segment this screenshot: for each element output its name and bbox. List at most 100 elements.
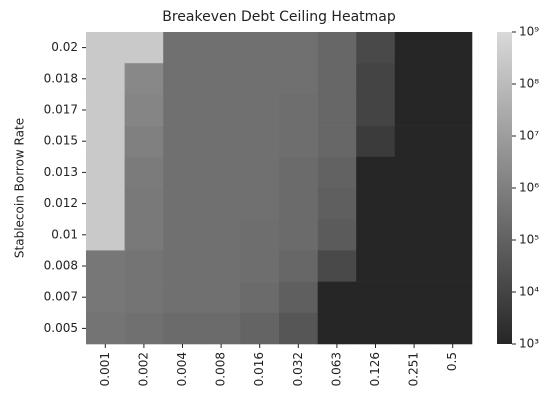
heatmap-cell — [394, 281, 434, 314]
heatmap-cell — [317, 156, 357, 189]
x-tick-label: 0.002 — [136, 352, 150, 386]
colorbar-tick-label: 10⁶ — [519, 181, 539, 195]
heatmap-cell — [433, 250, 473, 282]
x-tick-label: 0.5 — [445, 352, 459, 371]
colorbar-tick-label: 10⁸ — [519, 77, 539, 91]
heatmap-cell — [356, 32, 396, 64]
heatmap-cell — [201, 63, 241, 95]
y-axis-label: Stablecoin Borrow Rate — [13, 118, 27, 258]
heatmap-cell — [163, 63, 203, 95]
heatmap-cell — [317, 281, 357, 314]
heatmap-cell — [433, 125, 473, 158]
heatmap-cell — [86, 32, 125, 64]
heatmap-cell — [317, 219, 357, 251]
heatmap-cell — [356, 63, 396, 95]
heatmap-cell — [86, 281, 125, 314]
heatmap-cell — [279, 188, 318, 220]
heatmap-cell — [201, 32, 241, 64]
x-tick-label: 0.251 — [407, 352, 421, 386]
heatmap-cell — [240, 188, 280, 220]
heatmap-cell — [124, 281, 164, 314]
heatmap-cell — [317, 188, 357, 220]
chart-title: Breakeven Debt Ceiling Heatmap — [162, 9, 396, 25]
heatmap-cell — [124, 219, 164, 251]
heatmap-cell — [433, 281, 473, 314]
heatmap-cell — [240, 94, 280, 126]
colorbar-tick-label: 10⁴ — [519, 285, 539, 299]
heatmap-cell — [356, 312, 396, 345]
x-tick-label: 0.001 — [98, 352, 112, 386]
heatmap-cell — [356, 125, 396, 158]
colorbar-tick-label: 10⁹ — [519, 25, 539, 39]
heatmap-cell — [317, 312, 357, 345]
heatmap-cell — [163, 156, 203, 189]
heatmap-cell — [124, 250, 164, 282]
heatmap-cell — [356, 156, 396, 189]
heatmap-cell — [356, 219, 396, 251]
heatmap-cell — [201, 125, 241, 158]
heatmap-cell — [201, 250, 241, 282]
heatmap-cell — [240, 125, 280, 158]
heatmap-cell — [201, 156, 241, 189]
heatmap-cell — [86, 125, 125, 158]
heatmap-cell — [279, 281, 318, 314]
y-tick-label: 0.012 — [44, 196, 78, 210]
heatmap-cell — [163, 125, 203, 158]
y-tick-label: 0.01 — [51, 227, 78, 241]
heatmap-cell — [124, 63, 164, 95]
heatmap-cell — [240, 312, 280, 345]
heatmap-cell — [433, 94, 473, 126]
y-tick-label: 0.02 — [51, 40, 78, 54]
heatmap-cell — [433, 32, 473, 64]
colorbar-tick-label: 10⁵ — [519, 233, 539, 247]
heatmap-cell — [240, 63, 280, 95]
heatmap-cell — [394, 63, 434, 95]
y-tick-label: 0.017 — [44, 103, 78, 117]
heatmap-cell — [279, 63, 318, 95]
heatmap-cell — [201, 188, 241, 220]
y-tick-label: 0.005 — [44, 321, 78, 335]
heatmap-cell — [124, 32, 164, 64]
heatmap-cell — [279, 32, 318, 64]
heatmap-cell — [317, 94, 357, 126]
heatmap-cell — [394, 250, 434, 282]
heatmap-cell — [86, 94, 125, 126]
y-tick-label: 0.013 — [44, 165, 78, 179]
heatmap-cell — [163, 219, 203, 251]
heatmap-cell — [279, 250, 318, 282]
heatmap-cell — [317, 125, 357, 158]
heatmap-cell — [163, 250, 203, 282]
heatmap-cell — [356, 94, 396, 126]
y-tick-label: 0.008 — [44, 259, 78, 273]
heatmap-cell — [433, 312, 473, 345]
heatmap-cell — [394, 219, 434, 251]
heatmap-cell — [201, 94, 241, 126]
heatmap-cell — [201, 312, 241, 345]
y-tick-label: 0.015 — [44, 134, 78, 148]
colorbar-tick-label: 10³ — [519, 337, 539, 351]
heatmap-cell — [124, 125, 164, 158]
x-tick-label: 0.032 — [291, 352, 305, 386]
heatmap-cell — [356, 250, 396, 282]
x-tick-label: 0.063 — [329, 352, 343, 386]
heatmap-cell — [86, 219, 125, 251]
heatmap-cell — [201, 281, 241, 314]
heatmap-cell — [394, 156, 434, 189]
heatmap-cell — [433, 219, 473, 251]
heatmap-cell — [279, 156, 318, 189]
colorbar — [497, 32, 512, 344]
heatmap-cell — [86, 250, 125, 282]
heatmap-cell — [317, 63, 357, 95]
heatmap-cell — [86, 312, 125, 345]
heatmap-cell — [394, 188, 434, 220]
heatmap-cell — [394, 125, 434, 158]
heatmap-cell — [394, 94, 434, 126]
heatmap-cell — [163, 94, 203, 126]
heatmap-cell — [240, 250, 280, 282]
heatmap-cell — [201, 219, 241, 251]
heatmap-cell — [240, 219, 280, 251]
heatmap-cell — [433, 156, 473, 189]
y-tick-label: 0.018 — [44, 71, 78, 85]
heatmap-cell — [163, 32, 203, 64]
